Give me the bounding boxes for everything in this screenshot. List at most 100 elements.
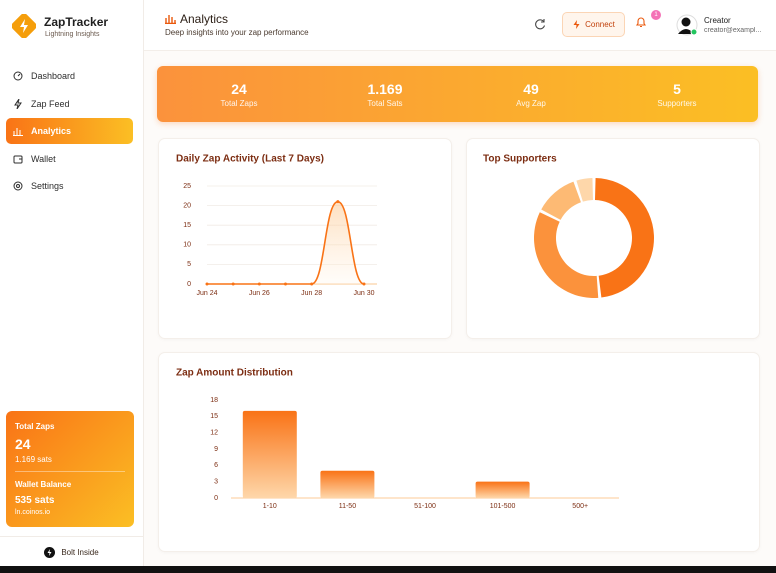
nav-item[interactable]: Wallet <box>6 146 133 172</box>
stat-value: 24 <box>231 81 247 97</box>
refresh-button[interactable] <box>534 18 546 30</box>
value: 1.169 sats <box>15 455 52 464</box>
x-tick-label: Jun 28 <box>301 290 322 297</box>
x-tick-label: 51-100 <box>414 503 436 510</box>
summary-card: Total Zaps 24 1.169 sats Wallet Balance … <box>6 411 134 527</box>
connect-button[interactable]: Connect <box>562 12 625 37</box>
user-email: creator@exampl... <box>704 27 762 34</box>
connect-label: Connect <box>585 20 615 29</box>
donut-slice <box>594 178 655 298</box>
area <box>207 201 364 284</box>
nav-item[interactable]: Analytics <box>6 118 133 144</box>
chart-title: Daily Zap Activity (Last 7 Days) <box>176 154 324 165</box>
y-tick-label: 10 <box>183 242 191 249</box>
point <box>257 282 261 286</box>
nav-icon <box>13 71 23 81</box>
bar <box>242 410 297 498</box>
donut-slice <box>534 212 599 298</box>
y-tick-label: 25 <box>183 183 191 190</box>
y-tick-label: 0 <box>214 495 218 502</box>
page-title: Analytics <box>180 12 229 26</box>
brand: ZapTracker <box>44 15 109 29</box>
supporters-card: Top Supporters <box>466 138 760 339</box>
y-tick-label: 20 <box>183 202 191 209</box>
taskbar <box>0 566 776 573</box>
x-tick-label: Jun 26 <box>249 290 270 297</box>
page-subtitle: Deep insights into your zap performance <box>165 28 309 37</box>
user-name: Creator <box>704 16 731 25</box>
footer-text: Bolt Inside <box>61 547 99 557</box>
header: Analytics Deep insights into your zap pe… <box>144 0 776 51</box>
point <box>205 282 209 286</box>
nav-item[interactable]: Zap Feed <box>6 91 133 117</box>
avatar[interactable] <box>676 14 698 36</box>
x-tick-label: 500+ <box>572 503 588 510</box>
x-tick-label: Jun 24 <box>196 290 217 297</box>
stat: 1.169 Total Sats <box>312 66 458 122</box>
point <box>284 282 287 286</box>
notifications-button[interactable] <box>635 16 647 28</box>
stat-value: 49 <box>523 81 539 97</box>
y-tick-label: 15 <box>183 222 191 229</box>
footer: Bolt Inside <box>0 536 143 567</box>
point <box>310 282 314 286</box>
point <box>336 200 340 204</box>
sidebar: ZapTracker Lightning Insights Dashboard Z… <box>0 0 144 566</box>
bar-chart: Zap Amount Distribution 0 3 6 9 12 15 18 1-10 11… <box>176 368 619 510</box>
bolt-icon <box>44 546 56 558</box>
stat: 49 Avg Zap <box>458 66 604 122</box>
y-tick-label: 3 <box>214 479 218 486</box>
bar <box>475 481 530 498</box>
divider <box>15 471 125 472</box>
stat-label: Total Zaps <box>220 99 258 108</box>
stat-label: Total Sats <box>367 99 403 108</box>
value: 535 sats <box>15 495 55 506</box>
donut-chart: Top Supporters <box>483 154 655 298</box>
nav-label: Zap Feed <box>31 98 70 109</box>
y-tick-label: 5 <box>187 261 191 268</box>
donut-slice <box>541 181 581 220</box>
nav-label: Wallet <box>31 153 56 164</box>
x-tick-label: Jun 30 <box>353 290 374 297</box>
x-tick-label: 101-500 <box>490 503 516 510</box>
nav-icon <box>13 181 23 191</box>
nav-icon <box>13 128 23 136</box>
daily-card: Daily Zap Activity (Last 7 Days) 0 5 10 15 2… <box>158 138 452 339</box>
nav-label: Dashboard <box>31 71 76 81</box>
line-chart: Daily Zap Activity (Last 7 Days) 0 5 10 15 2… <box>176 154 377 297</box>
y-tick-label: 18 <box>210 397 218 404</box>
label: Wallet Balance <box>15 480 72 489</box>
point <box>362 282 366 286</box>
stat-label: Supporters <box>657 99 697 108</box>
nav-item[interactable]: Settings <box>6 173 133 199</box>
x-tick-label: 1-10 <box>263 503 277 510</box>
nav-icon <box>13 155 23 163</box>
y-tick-label: 0 <box>187 281 191 288</box>
stats-banner: 24 Total Zaps 1.169 Total Sats 49 Avg Zap 5 Sup… <box>157 66 758 122</box>
x-tick-label: 11-50 <box>339 503 356 510</box>
nav-item[interactable]: Dashboard <box>6 63 133 89</box>
value: 24 <box>15 436 31 452</box>
donut-slice <box>576 178 594 202</box>
y-tick-label: 9 <box>214 446 218 453</box>
tagline: Lightning Insights <box>45 31 100 38</box>
notification-badge: 1 <box>651 10 661 20</box>
y-tick-label: 15 <box>210 413 218 420</box>
nav-icon <box>14 98 22 109</box>
logo <box>12 14 36 38</box>
stat-value: 1.169 <box>367 81 403 97</box>
nav-label: Analytics <box>31 126 72 136</box>
distribution-card: Zap Amount Distribution 0 3 6 9 12 15 18 1-10 11… <box>158 352 760 552</box>
stat: 5 Supporters <box>604 66 750 122</box>
stat-label: Avg Zap <box>516 99 546 108</box>
bolt-icon <box>573 20 580 29</box>
chart-title: Zap Amount Distribution <box>176 368 293 379</box>
stat-value: 5 <box>673 81 681 97</box>
chart-icon <box>165 15 176 24</box>
y-tick-label: 12 <box>210 430 218 437</box>
chart-title: Top Supporters <box>483 154 557 165</box>
nav-label: Settings <box>31 181 64 191</box>
bar <box>320 470 375 498</box>
stat: 24 Total Zaps <box>166 66 312 122</box>
